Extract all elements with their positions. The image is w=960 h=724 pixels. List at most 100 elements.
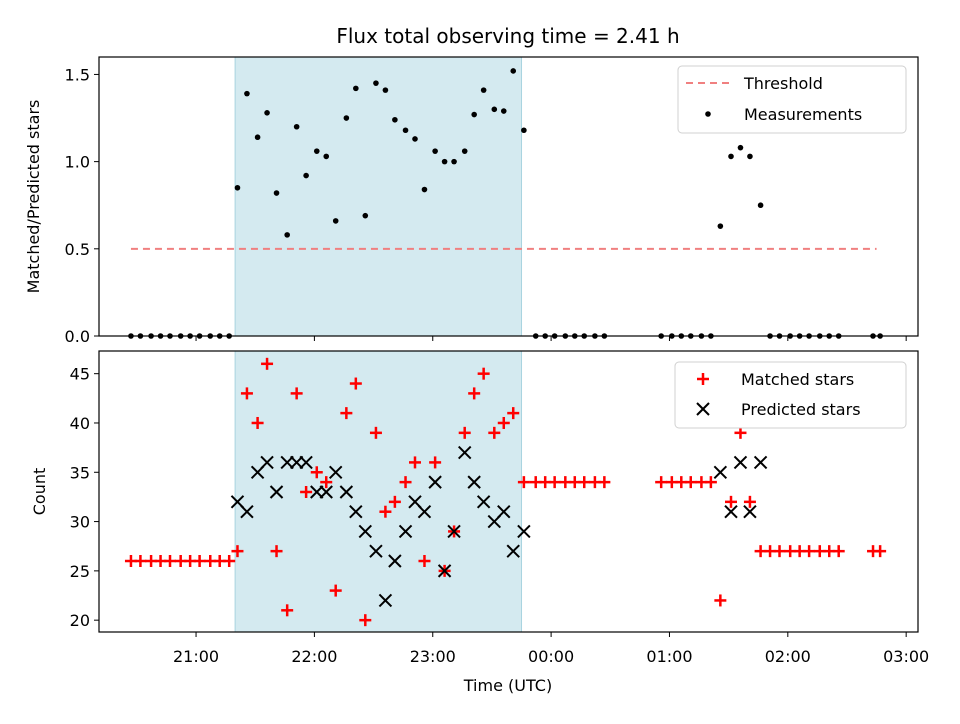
matched-star-point [290,387,303,400]
measurement-point [521,127,527,134]
matched-star-point [261,357,274,370]
matched-star-point [388,495,401,508]
bottom-plot-frame [98,350,919,633]
measurement-point [244,90,250,97]
matched-star-point [310,466,323,479]
measurement-point [432,148,438,154]
bottom-x-tick-label: 02:00 [765,647,811,666]
matched-star-point [548,476,561,489]
measurement-points [128,68,883,339]
measurement-point [323,153,330,160]
measurement-point [362,212,369,219]
measurement-point [373,80,379,86]
predicted-star-point [476,495,491,509]
measurement-point [480,87,487,93]
predicted-star-point [458,445,472,460]
top-y-tick-label: 0.0 [65,327,90,346]
top-plot-frame [98,56,919,337]
measurement-point [343,115,350,121]
predicted-star-point [743,505,757,519]
bottom-x-tick-label: 00:00 [528,647,574,666]
predicted-star-point [260,455,274,470]
top-y-tick-label: 0.5 [65,240,90,259]
matched-star-point [458,426,471,439]
predicted-star-point [328,465,343,479]
top-y-tick-label: 1.5 [65,65,90,84]
matched-star-point [379,505,392,518]
bottom-y-axis: 20 25 30 35 40 45 [70,365,99,630]
top-panel: 0.0 0.5 1.0 1.5 Matched/Predicted stars Thr… [24,56,919,346]
bottom-y-axis-label: Count [30,468,49,516]
matched-star-point [429,456,442,469]
matched-star-point [340,407,353,420]
matched-star-point [300,485,313,498]
measurement-point [461,148,468,154]
matched-star-point [684,476,697,489]
top-y-axis-label: Matched/Predicted stars [24,100,43,294]
matched-star-point [409,456,422,469]
chart-title: Flux total observing time = 2.41 h [336,24,679,48]
bottom-x-axis-label: Time (UTC) [463,676,552,695]
top-y-tick-label: 1.0 [65,153,90,172]
matched-star-point [497,416,510,429]
bottom-x-tick-label: 03:00 [883,647,929,666]
predicted-star-point [753,455,768,470]
matched-star-point [399,476,412,489]
top-x-axis [195,336,907,341]
matched-star-point [477,367,490,380]
predicted-star-point [724,505,738,519]
predicted-star-point [417,505,432,519]
bottom-x-tick-label: 01:00 [646,647,692,666]
legend-measurements-label: Measurements [744,105,862,124]
predicted-star-point [467,475,481,489]
measurement-point [234,184,241,191]
predicted-star-point [358,524,373,539]
measurement-point [382,87,389,93]
predicted-star-point [497,505,511,519]
predicted-stars-points [230,445,768,608]
matched-star-point [803,545,816,558]
matched-star-point [743,495,756,508]
measurement-point [500,108,507,114]
measurement-point [510,68,517,74]
measurement-point [728,153,734,160]
bottom-y-tick-label: 35 [70,463,90,482]
matched-star-point [507,407,520,420]
measurement-point [421,186,428,193]
predicted-star-point [319,485,333,499]
measurement-point [293,123,300,130]
measurement-point [471,111,477,118]
top-legend-box [677,65,907,134]
measurement-point [757,202,764,209]
measurement-point [332,218,339,224]
matched-star-point [231,545,244,558]
matched-star-point [773,545,786,558]
matched-star-point [251,416,264,429]
legend-predicted-label: Predicted stars [741,400,861,419]
predicted-star-point [378,593,393,608]
bottom-y-tick-label: 30 [70,513,90,532]
matched-star-point [164,555,177,568]
measurement-point [441,158,448,165]
predicted-star-point [339,485,354,499]
measurement-point [451,158,457,165]
measurement-point [491,106,498,113]
predicted-star-point [428,475,442,489]
measurement-point [717,223,724,229]
measurement-point [273,190,280,196]
matched-star-point [655,476,668,489]
matched-star-point [281,604,294,617]
matched-star-point [874,545,887,558]
matched-star-point [704,476,717,489]
matched-star-point [418,555,431,568]
measurement-point [284,232,290,238]
matched-stars-points [124,357,887,627]
bottom-legend-box [674,361,907,429]
measurement-point [412,136,418,142]
bottom-y-tick-label: 20 [70,611,90,630]
measurement-point [264,110,270,116]
bottom-y-tick-label: 40 [70,414,90,433]
bottom-x-tick-label: 22:00 [291,647,337,666]
matched-star-point [270,545,283,558]
